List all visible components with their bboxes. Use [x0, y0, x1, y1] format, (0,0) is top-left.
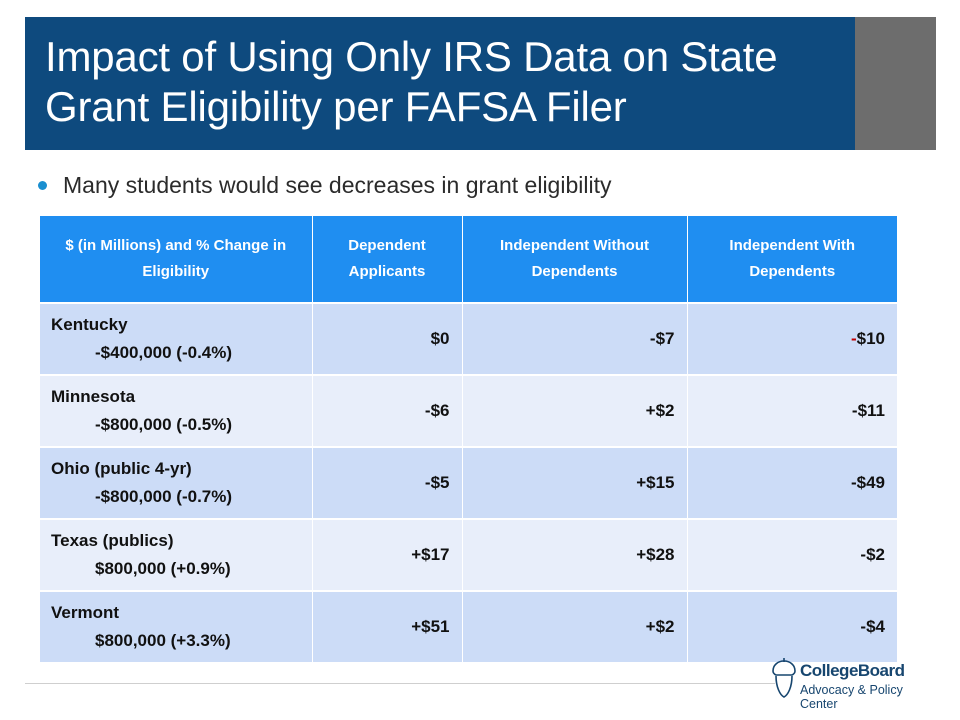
state-cell: Vermont $800,000 (+3.3%) — [40, 590, 313, 662]
header-dependent: Dependent Applicants — [312, 216, 463, 303]
slide-title: Impact of Using Only IRS Data on State G… — [45, 33, 778, 130]
independent-without-value: -$7 — [462, 302, 688, 375]
bullet-dot-icon — [38, 180, 47, 190]
value-amount: -$49 — [850, 473, 885, 492]
independent-without-value: +$2 — [462, 590, 688, 662]
value-amount: $10 — [856, 329, 885, 348]
state-name: Kentucky — [51, 315, 128, 334]
collegeboard-logo: CollegeBoard Advocacy & Policy Center — [770, 655, 940, 711]
state-cell: Ohio (public 4-yr) -$800,000 (-0.7%) — [40, 446, 313, 519]
dependent-value: +$51 — [312, 590, 463, 662]
state-change: -$800,000 (-0.7%) — [95, 487, 233, 506]
negative-sign: - — [850, 329, 857, 348]
state-cell: Kentucky -$400,000 (-0.4%) — [40, 302, 313, 375]
state-cell: Texas (publics) $800,000 (+0.9%) — [40, 518, 313, 591]
state-change: $800,000 (+3.3%) — [95, 631, 231, 650]
independent-with-value: -$11 — [687, 374, 897, 447]
table-row: Texas (publics) $800,000 (+0.9%) +$17 +$… — [40, 518, 897, 591]
logo-name: CollegeBoard — [800, 661, 905, 680]
acorn-logo-icon — [772, 658, 796, 698]
value-amount: -$4 — [860, 617, 885, 636]
state-name: Ohio (public 4-yr) — [51, 459, 192, 478]
state-name: Minnesota — [51, 387, 136, 406]
header-change: $ (in Millions) and % Change in Eligibil… — [40, 216, 313, 303]
state-change: $800,000 (+0.9%) — [95, 559, 231, 578]
dependent-value: -$5 — [312, 446, 463, 519]
header-independent-without: Independent Without Dependents — [462, 216, 688, 303]
dependent-value: $0 — [312, 302, 463, 375]
independent-without-value: +$2 — [462, 374, 688, 447]
logo-subtitle: Advocacy & Policy Center — [800, 683, 903, 711]
independent-with-value: -$10 — [687, 302, 897, 375]
table-row: Minnesota -$800,000 (-0.5%) -$6 +$2 -$11 — [40, 374, 897, 447]
independent-with-value: -$49 — [687, 446, 897, 519]
bullet-item: Many students would see decreases in gra… — [38, 170, 611, 200]
independent-without-value: +$28 — [462, 518, 688, 591]
header-independent-with: Independent With Dependents — [687, 216, 897, 303]
value-amount: -$11 — [851, 401, 885, 420]
independent-without-value: +$15 — [462, 446, 688, 519]
independent-with-value: -$2 — [687, 518, 897, 591]
table-row: Kentucky -$400,000 (-0.4%) $0 -$7 -$10 — [40, 302, 897, 375]
bullet-text: Many students would see decreases in gra… — [63, 171, 612, 198]
state-change: -$400,000 (-0.4%) — [95, 343, 233, 362]
title-accent-block — [855, 17, 936, 150]
title-bar — [25, 17, 855, 150]
footer-divider — [25, 683, 775, 684]
eligibility-table: $ (in Millions) and % Change in Eligibil… — [40, 216, 897, 662]
independent-with-value: -$4 — [687, 590, 897, 662]
table-row: Vermont $800,000 (+3.3%) +$51 +$2 -$4 — [40, 590, 897, 662]
table-header-row: $ (in Millions) and % Change in Eligibil… — [40, 216, 897, 303]
table-row: Ohio (public 4-yr) -$800,000 (-0.7%) -$5… — [40, 446, 897, 519]
state-name: Texas (publics) — [51, 531, 174, 550]
dependent-value: +$17 — [312, 518, 463, 591]
state-change: -$800,000 (-0.5%) — [95, 415, 233, 434]
state-name: Vermont — [51, 603, 120, 622]
dependent-value: -$6 — [312, 374, 463, 447]
state-cell: Minnesota -$800,000 (-0.5%) — [40, 374, 313, 447]
value-amount: -$2 — [860, 545, 885, 564]
